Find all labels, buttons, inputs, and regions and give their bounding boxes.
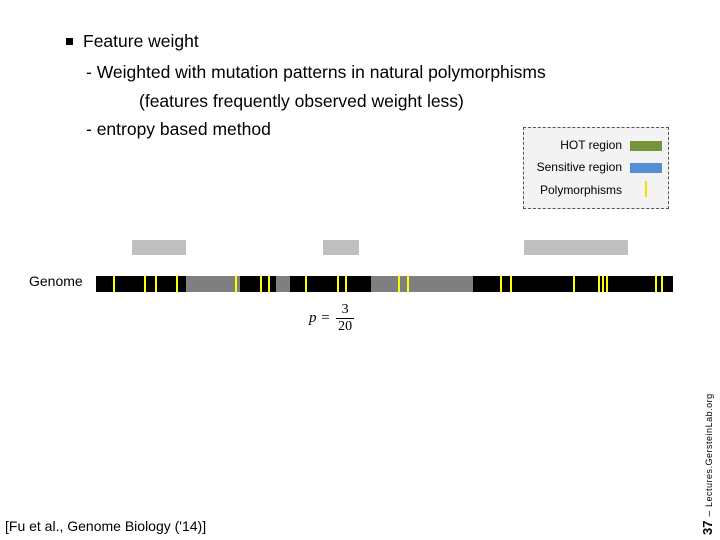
footer-credit-text: Lectures.GersteinLab.org — [704, 393, 714, 507]
polymorphism-mark — [398, 276, 400, 292]
polymorphism-mark — [113, 276, 115, 292]
bullet-title: Feature weight — [83, 31, 199, 51]
upper-region-box — [524, 240, 628, 255]
polymorphism-mark — [176, 276, 178, 292]
legend-box: HOT region Sensitive region Polymorphism… — [523, 127, 669, 209]
p-numerator: 3 — [341, 302, 349, 317]
p-variable: p — [309, 309, 317, 326]
genome-gray-region — [276, 276, 290, 292]
upper-region-box — [323, 240, 359, 255]
polymorphism-mark — [305, 276, 307, 292]
legend-label-polymorphisms: Polymorphisms — [539, 183, 622, 197]
genome-gray-region — [186, 276, 240, 292]
polymorphism-mark — [260, 276, 262, 292]
sub-bullet-note: (features frequently observed weight les… — [139, 91, 464, 111]
polymorphism-mark — [655, 276, 657, 292]
polymorphism-mark — [510, 276, 512, 292]
bullet-square-icon — [66, 38, 73, 45]
genome-label: Genome — [29, 273, 83, 289]
legend-label-hot: HOT region — [560, 138, 622, 152]
legend-swatch-polymorphism — [645, 181, 647, 197]
polymorphism-mark — [500, 276, 502, 292]
p-formula: p = 3 20 — [309, 302, 355, 335]
genome-gray-region — [371, 276, 473, 292]
p-fraction: 3 20 — [336, 302, 355, 335]
legend-swatch-sensitive — [630, 163, 662, 173]
polymorphism-mark — [235, 276, 237, 292]
p-denominator: 20 — [336, 318, 355, 334]
footer-separator: – — [704, 510, 715, 517]
legend-label-sensitive: Sensitive region — [536, 160, 622, 174]
polymorphism-mark — [573, 276, 575, 292]
polymorphism-mark — [661, 276, 663, 292]
polymorphism-mark — [345, 276, 347, 292]
sub-bullet-weighted: - Weighted with mutation patterns in nat… — [86, 62, 546, 82]
polymorphism-mark — [337, 276, 339, 292]
sub-bullet-entropy: - entropy based method — [86, 119, 271, 139]
slide-number: 37 — [700, 520, 715, 535]
bullet-feature-weight: Feature weight — [66, 31, 199, 52]
polymorphism-mark — [602, 276, 604, 292]
polymorphism-mark — [268, 276, 270, 292]
citation: [Fu et al., Genome Biology ('14)] — [5, 518, 207, 534]
footer-credit: 37 – Lectures.GersteinLab.org — [700, 393, 715, 535]
polymorphism-mark — [598, 276, 600, 292]
upper-region-box — [132, 240, 186, 255]
polymorphism-mark — [155, 276, 157, 292]
polymorphism-mark — [606, 276, 608, 292]
polymorphism-mark — [407, 276, 409, 292]
legend-swatch-hot — [630, 141, 662, 151]
polymorphism-mark — [144, 276, 146, 292]
